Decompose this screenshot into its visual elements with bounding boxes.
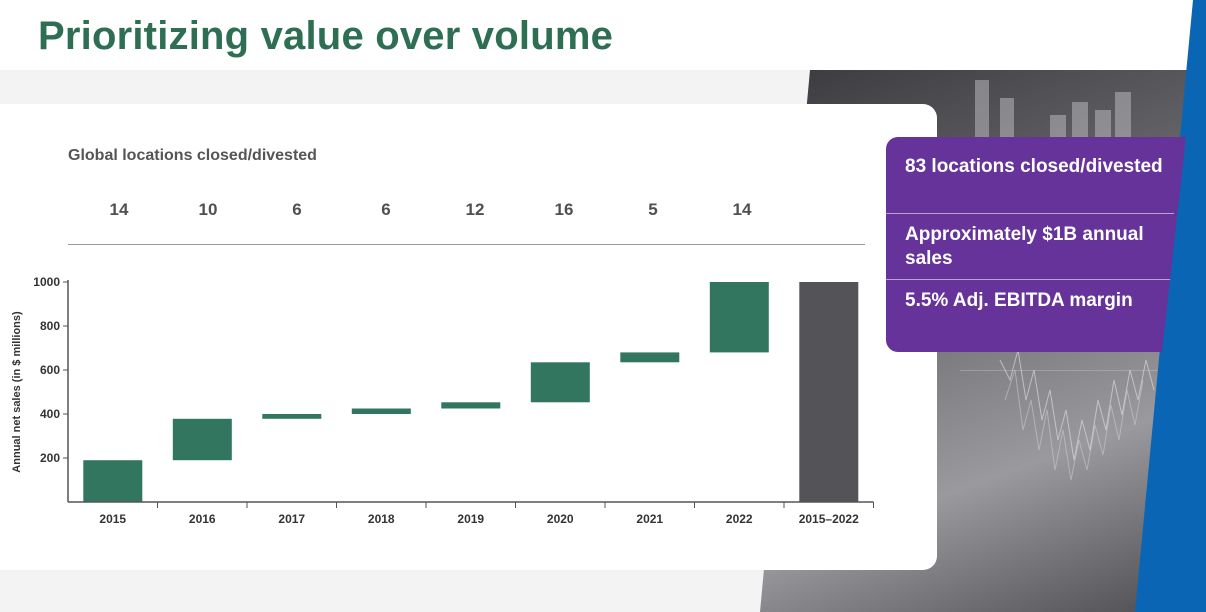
x-tick-label: 2015	[99, 512, 126, 526]
location-count: 5	[648, 200, 658, 219]
y-tick-label: 800	[40, 319, 60, 333]
x-tick-label: 2019	[457, 512, 484, 526]
location-count: 6	[292, 200, 302, 219]
x-tick-label: 2022	[726, 512, 753, 526]
bar	[620, 352, 680, 363]
location-count: 16	[554, 200, 574, 219]
x-tick-label: 2015–2022	[799, 512, 859, 526]
bar	[172, 418, 232, 461]
stats-panel: 83 locations closed/divested Approximate…	[886, 137, 1186, 352]
bar	[262, 414, 322, 419]
stat-divider	[886, 213, 1174, 214]
y-tick-label: 200	[40, 451, 60, 465]
stat-locations: 83 locations closed/divested	[905, 156, 1163, 177]
bar	[441, 402, 501, 409]
waterfall-chart: 200 400 600 800 1000 2015 2016 2017 2018 2019 2020…	[11, 275, 874, 526]
y-tick-label: 1000	[33, 275, 60, 289]
x-tick-label: 2018	[368, 512, 395, 526]
x-tick-label: 2020	[547, 512, 574, 526]
chart-subtitle: Global locations closed/divested	[68, 147, 317, 164]
x-tick-label: 2017	[278, 512, 305, 526]
y-tick-label: 400	[40, 407, 60, 421]
stat-margin: 5.5% Adj. EBITDA margin	[905, 290, 1133, 311]
y-tick-label: 600	[40, 363, 60, 377]
location-count: 14	[109, 200, 129, 219]
y-axis-label: Annual net sales (in $ millions)	[11, 311, 23, 473]
page-title: Prioritizing value over volume	[38, 14, 614, 58]
total-bar	[799, 282, 859, 502]
location-count: 12	[465, 200, 485, 219]
location-count: 6	[381, 200, 391, 219]
bar	[83, 460, 143, 502]
location-count: 10	[198, 200, 218, 219]
x-tick-label: 2016	[189, 512, 216, 526]
chart-card	[0, 104, 937, 570]
bar	[351, 408, 411, 414]
stat-sales: Approximately $1B annual sales	[905, 224, 1144, 269]
bar	[530, 362, 590, 403]
location-count: 14	[732, 200, 752, 219]
divider-line	[68, 244, 865, 245]
x-tick-label: 2021	[636, 512, 663, 526]
bar	[709, 282, 769, 353]
stat-divider	[886, 279, 1174, 280]
